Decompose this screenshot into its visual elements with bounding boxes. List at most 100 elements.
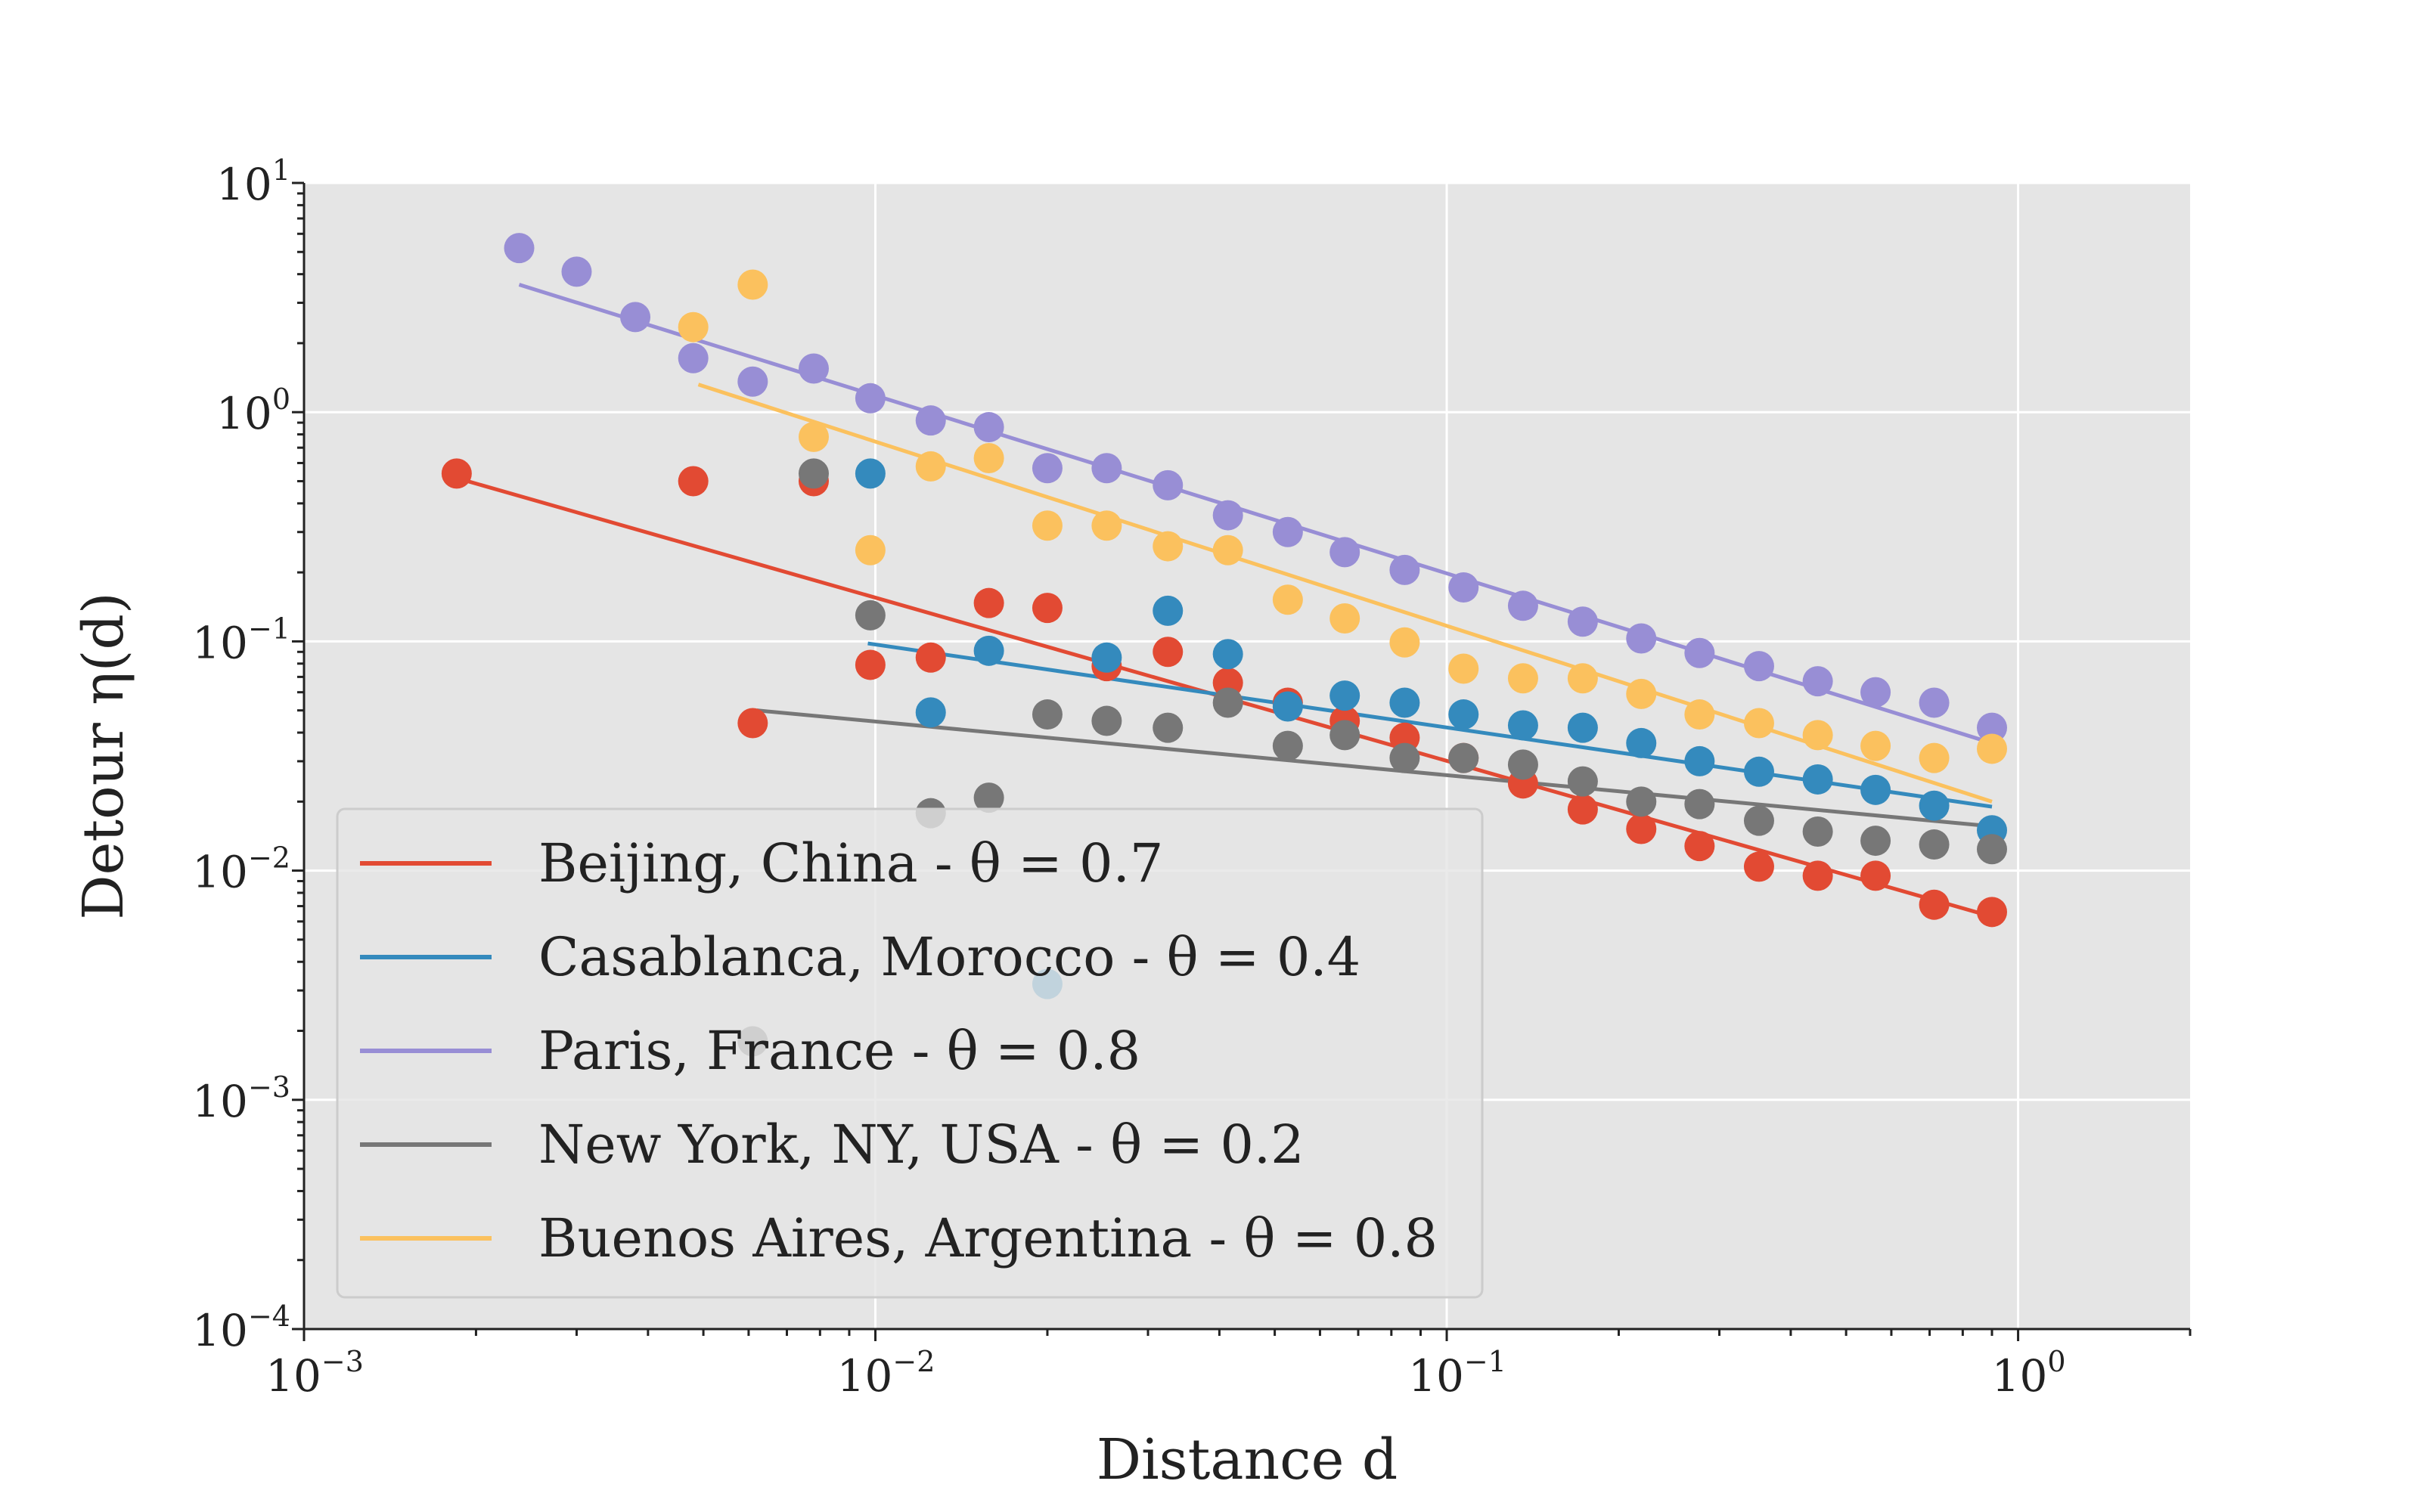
data-point	[1448, 699, 1479, 730]
data-point	[1976, 712, 2007, 743]
data-point	[441, 458, 472, 489]
data-point	[1389, 687, 1420, 718]
data-point	[1684, 637, 1715, 668]
data-point	[973, 443, 1004, 474]
data-point	[1802, 666, 1833, 697]
data-point	[973, 587, 1004, 618]
data-point	[1448, 742, 1479, 773]
y-tick-label: 10−3	[192, 1070, 290, 1127]
data-point	[855, 534, 886, 565]
data-point	[1507, 663, 1538, 694]
y-tick-label: 10−1	[192, 612, 290, 668]
data-point	[620, 302, 651, 333]
data-point	[1976, 733, 2007, 764]
data-point	[1684, 745, 1715, 776]
data-point	[561, 256, 592, 287]
fit-line	[697, 383, 1993, 804]
data-point	[1389, 742, 1420, 773]
data-point	[798, 353, 829, 384]
y-tick-labels: 101 100 10−1 10−2 10−3 10−4	[192, 153, 290, 1356]
x-tick-label: 10−3	[265, 1345, 364, 1402]
data-point	[1389, 554, 1420, 585]
data-point	[1032, 699, 1063, 730]
data-point	[1153, 712, 1184, 743]
data-point	[1212, 500, 1243, 531]
fit-line	[756, 708, 1993, 829]
data-point	[1626, 623, 1657, 654]
data-point	[737, 269, 768, 300]
data-point	[1626, 678, 1657, 709]
x-tick-label: 10−1	[1408, 1345, 1506, 1402]
legend-label: Paris, France - θ = 0.8	[538, 1020, 1140, 1082]
legend-label: Buenos Aires, Argentina - θ = 0.8	[538, 1207, 1438, 1269]
data-point	[1507, 749, 1538, 780]
data-point	[1212, 687, 1243, 718]
data-point	[1567, 712, 1598, 743]
data-point	[915, 697, 946, 728]
data-point	[1743, 756, 1774, 787]
data-points	[441, 233, 2007, 1057]
data-point	[1802, 764, 1833, 795]
y-axis-label: Detour η(d)	[71, 592, 136, 919]
data-point	[1626, 813, 1657, 844]
legend-label: New York, NY, USA - θ = 0.2	[538, 1114, 1305, 1176]
data-point	[1860, 826, 1891, 857]
data-point	[1329, 680, 1360, 711]
data-point	[737, 366, 768, 397]
x-tick-label: 10−2	[837, 1345, 935, 1402]
data-point	[1684, 831, 1715, 862]
data-point	[1153, 531, 1184, 562]
data-point	[1626, 727, 1657, 758]
data-point	[737, 708, 768, 739]
data-point	[1684, 789, 1715, 820]
data-point	[855, 600, 886, 631]
x-tick-labels: 10−3 10−2 10−1 100	[265, 1345, 2065, 1402]
legend-frame	[336, 807, 1484, 1299]
data-point	[1091, 642, 1122, 673]
data-point	[1802, 816, 1833, 847]
data-point	[1091, 705, 1122, 736]
data-point	[915, 642, 946, 673]
x-tick-label: 100	[1992, 1345, 2066, 1402]
data-point	[1507, 590, 1538, 621]
data-point	[1976, 834, 2007, 865]
data-point	[798, 421, 829, 452]
data-point	[1743, 651, 1774, 682]
data-point	[1860, 774, 1891, 805]
data-point	[1153, 595, 1184, 626]
data-point	[1976, 897, 2007, 928]
data-point	[1567, 794, 1598, 825]
data-point	[1212, 534, 1243, 565]
data-point	[1802, 720, 1833, 751]
data-point	[504, 233, 535, 264]
data-point	[1153, 469, 1184, 500]
data-point	[1272, 691, 1303, 722]
data-point	[973, 635, 1004, 666]
data-point	[1919, 829, 1950, 860]
data-point	[1272, 516, 1303, 547]
data-point	[1860, 730, 1891, 761]
y-tick-label: 10−4	[192, 1300, 290, 1356]
data-point	[1032, 510, 1063, 541]
legend-label: Casablanca, Morocco - θ = 0.4	[538, 926, 1360, 988]
data-point	[1567, 766, 1598, 797]
data-point	[1212, 639, 1243, 670]
data-point	[1153, 637, 1184, 668]
data-point	[855, 383, 886, 414]
data-point	[973, 412, 1004, 443]
y-tick-label: 101	[216, 153, 290, 210]
data-point	[1919, 790, 1950, 821]
legend: Beijing, China - θ = 0.7 Casablanca, Moro…	[336, 807, 1484, 1299]
data-point	[855, 458, 886, 489]
data-point	[1091, 510, 1122, 541]
data-point	[1802, 860, 1833, 891]
data-point	[1567, 663, 1598, 694]
legend-label: Beijing, China - θ = 0.7	[538, 832, 1163, 894]
data-point	[1567, 606, 1598, 637]
data-point	[1860, 677, 1891, 708]
data-point	[678, 342, 709, 373]
data-point	[1743, 851, 1774, 882]
y-tick-label: 100	[216, 383, 290, 439]
axes	[292, 181, 2192, 1341]
